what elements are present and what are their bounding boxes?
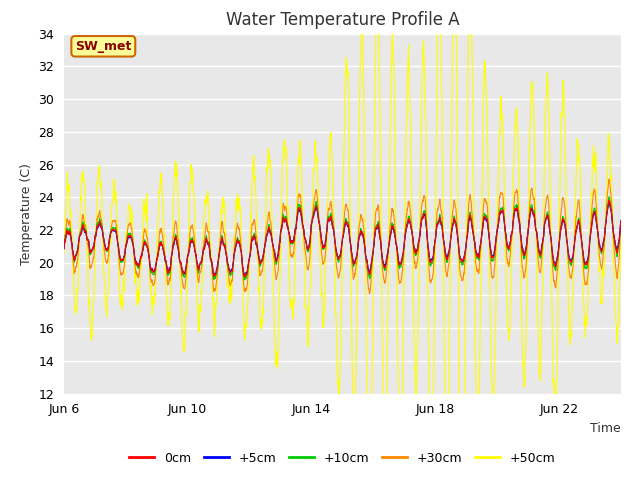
X-axis label: Time: Time [590, 422, 621, 435]
Title: Water Temperature Profile A: Water Temperature Profile A [225, 11, 460, 29]
Legend: 0cm, +5cm, +10cm, +30cm, +50cm: 0cm, +5cm, +10cm, +30cm, +50cm [124, 447, 561, 469]
Text: SW_met: SW_met [75, 40, 131, 53]
Y-axis label: Temperature (C): Temperature (C) [20, 163, 33, 264]
